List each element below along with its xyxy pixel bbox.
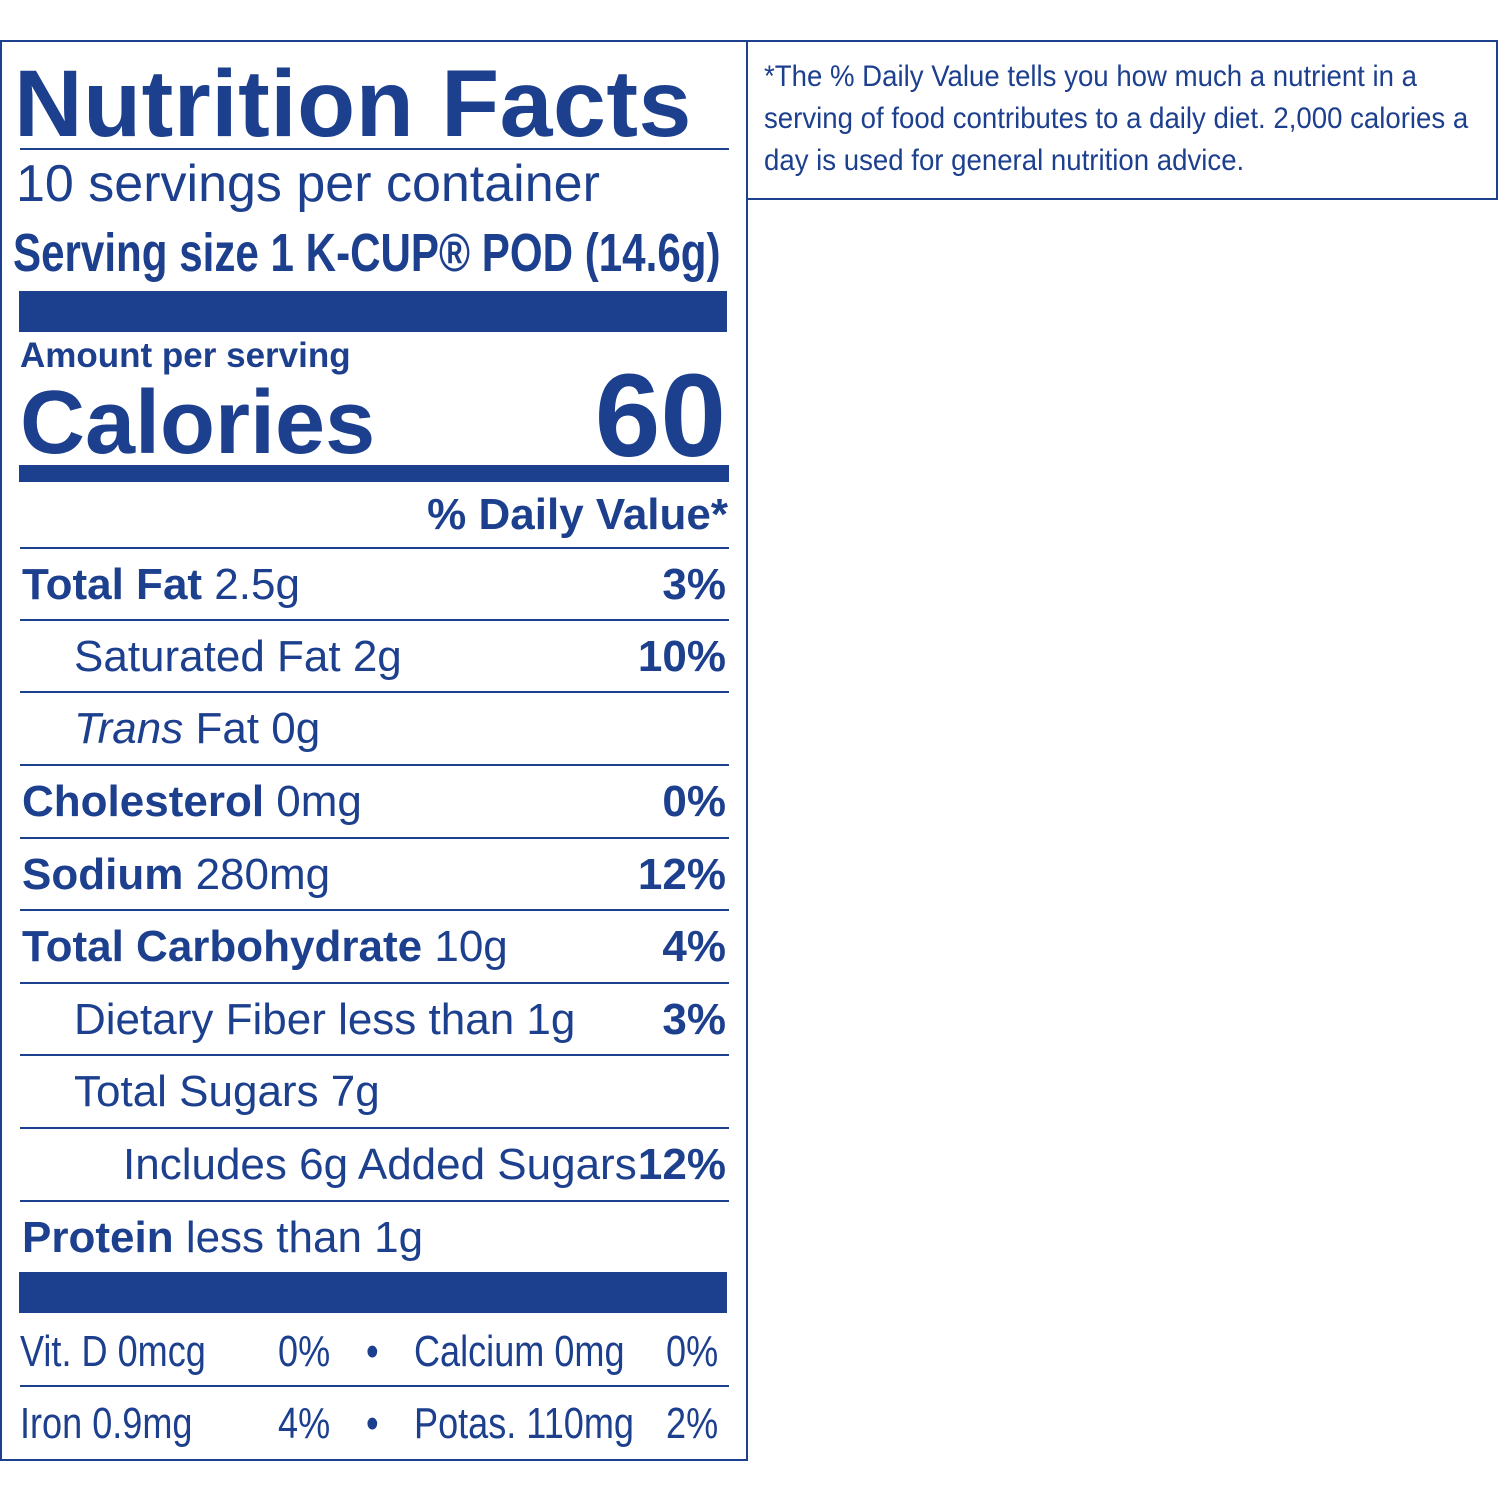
nutrient-row: Trans Fat 0g <box>22 693 726 765</box>
nutrient-prefix: Trans <box>74 704 184 753</box>
calories-value: 60 <box>594 350 726 482</box>
nutrient: Total Sugars 7g <box>74 1067 380 1117</box>
nutrient: Protein less than 1g <box>22 1213 423 1263</box>
nutrient: Includes 6g Added Sugars <box>123 1140 637 1190</box>
vitamin-name: Iron 0.9mg <box>20 1399 193 1448</box>
daily-value-header: % Daily Value* <box>427 490 728 539</box>
nutrient-row: Dietary Fiber less than 1g 3% <box>22 984 726 1056</box>
bullet: • <box>366 1399 379 1448</box>
vitamin-dv: 4% <box>278 1399 331 1448</box>
nutrient-amount: 10g <box>434 922 508 971</box>
rule <box>20 1385 729 1387</box>
thick-bar <box>19 1272 727 1313</box>
nutrient: Total Carbohydrate 10g <box>22 922 508 972</box>
rule <box>20 547 729 549</box>
label-box <box>0 40 748 1461</box>
daily-value: 12% <box>637 1140 726 1189</box>
nutrient-name: Fat 0g <box>195 704 321 753</box>
nutrient-row: Protein less than 1g <box>22 1202 726 1274</box>
nutrient-name: Sodium <box>22 850 184 899</box>
medium-bar <box>19 465 729 482</box>
rule <box>20 619 729 621</box>
nutrient-amount: 0mg <box>276 777 362 826</box>
daily-value: 3% <box>662 560 726 609</box>
nutrient-row: Total Fat 2.5g 3% <box>22 549 726 621</box>
nutrient: Total Fat 2.5g <box>22 560 300 610</box>
vitamin-name: Potas. 110mg <box>414 1399 634 1448</box>
rule <box>20 1127 729 1129</box>
nutrient: Dietary Fiber less than 1g <box>74 995 575 1045</box>
servings: 10 servings per container <box>16 155 600 213</box>
vitamin-dv: 0% <box>666 1327 719 1376</box>
footnote: *The % Daily Value tells you how much a … <box>764 60 1469 177</box>
serving-size-value: 1 K-CUP® POD (14.6g) <box>270 223 721 283</box>
nutrient-row: Sodium 280mg 12% <box>22 839 726 911</box>
daily-value: 4% <box>662 922 726 971</box>
footnote-box <box>746 40 1498 200</box>
nutrient: Cholesterol 0mg <box>22 777 362 827</box>
nutrient-row: Cholesterol 0mg 0% <box>22 766 726 838</box>
serving-size: Serving size 1 K-CUP® POD (14.6g) <box>13 222 720 284</box>
rule <box>20 982 729 984</box>
nutrient-amount: 2.5g <box>214 560 300 609</box>
daily-value: 0% <box>662 777 726 826</box>
nutrient-row: Saturated Fat 2g 10% <box>22 621 726 693</box>
rule <box>20 764 729 766</box>
rule <box>20 909 729 911</box>
daily-value: 3% <box>662 995 726 1044</box>
vitamin-dv: 0% <box>278 1327 331 1376</box>
nutrient-name: Includes 6g Added Sugars <box>123 1140 637 1189</box>
nutrient-name: Saturated Fat 2g <box>74 632 402 681</box>
nutrient: Sodium 280mg <box>22 850 330 900</box>
serving-size-label: Serving size <box>13 223 259 283</box>
nutrient-name: Total Sugars 7g <box>74 1067 380 1116</box>
nutrient-row: Total Carbohydrate 10g 4% <box>22 911 726 983</box>
vitamin-row: Vit. D 0mcg 0% Calcium 0mg 0% • <box>20 1316 728 1388</box>
nutrient-row: Total Sugars 7g <box>22 1056 726 1128</box>
daily-value: 12% <box>637 850 726 899</box>
rule <box>20 837 729 839</box>
nutrient-name: Cholesterol <box>22 777 265 826</box>
rule <box>20 1054 729 1056</box>
title: Nutrition Facts <box>14 51 692 157</box>
vitamin-dv: 2% <box>666 1399 719 1448</box>
bullet: • <box>366 1327 379 1376</box>
nutrient-name: Total Fat <box>22 560 203 609</box>
nutrient-name: Total Carbohydrate <box>22 922 423 971</box>
nutrient: Saturated Fat 2g <box>74 632 402 682</box>
thick-bar <box>19 291 727 332</box>
calories-label: Calories <box>20 373 376 473</box>
nutrient-row: Includes 6g Added Sugars 12% <box>22 1129 726 1201</box>
vitamin-name: Vit. D 0mcg <box>20 1327 206 1376</box>
rule <box>20 148 729 150</box>
daily-value: 10% <box>637 632 726 681</box>
nutrient-name: Dietary Fiber less than 1g <box>74 995 576 1044</box>
nutrient-amount: 280mg <box>195 850 331 899</box>
vitamin-name: Calcium 0mg <box>414 1327 625 1376</box>
rule <box>20 691 729 693</box>
rule <box>20 1200 729 1202</box>
vitamin-row: Iron 0.9mg 4% Potas. 110mg 2% • <box>20 1388 728 1460</box>
nutrient-amount: less than 1g <box>185 1213 424 1262</box>
nutrient-name: Protein <box>22 1213 174 1262</box>
nutrient: Trans Fat 0g <box>74 704 320 754</box>
amount-per-serving: Amount per serving <box>20 336 351 375</box>
